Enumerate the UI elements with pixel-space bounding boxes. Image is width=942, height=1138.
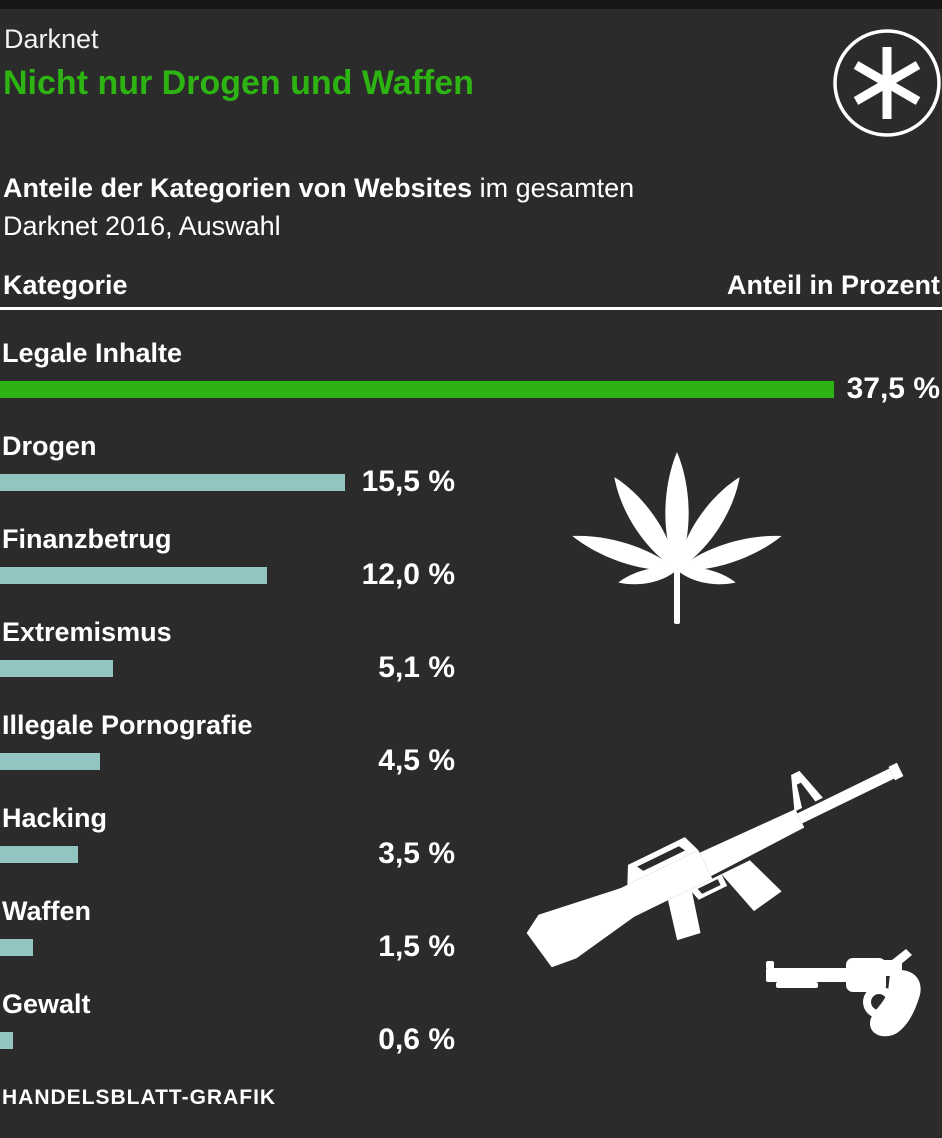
category-bar xyxy=(0,846,78,863)
category-bar xyxy=(0,381,834,398)
bar-row: Illegale Pornografie 4,5 % xyxy=(0,710,942,803)
top-border-strip xyxy=(0,0,942,9)
category-bar xyxy=(0,567,267,584)
header-divider xyxy=(0,307,942,310)
rifle-icon xyxy=(526,762,904,968)
subtitle-rest: im gesamten xyxy=(472,173,635,203)
category-bar xyxy=(0,660,113,677)
category-label: Illegale Pornografie xyxy=(2,710,253,740)
page-title: Nicht nur Drogen und Waffen xyxy=(3,64,474,102)
value-label: 0,6 % xyxy=(378,1023,455,1056)
category-label: Waffen xyxy=(2,896,91,926)
category-bar xyxy=(0,753,100,770)
column-header-category: Kategorie xyxy=(3,270,128,300)
category-bar xyxy=(0,939,33,956)
category-label: Legale Inhalte xyxy=(2,338,183,368)
category-label: Extremismus xyxy=(2,617,172,647)
category-label: Hacking xyxy=(2,803,108,833)
bar-row: Gewalt 0,6 % xyxy=(0,989,942,1082)
table-header: Kategorie Anteil in Prozent xyxy=(0,270,942,304)
bar-row: Finanzbetrug 12,0 % xyxy=(0,524,942,617)
bar-chart-rows: Legale Inhalte 37,5 % Drogen 15,5 % Finanzbe… xyxy=(0,338,942,1082)
source-credit: HANDELSBLATT-GRAFIK xyxy=(2,1086,277,1109)
category-bar xyxy=(0,1032,13,1049)
bar-row: Hacking 3,5 % xyxy=(0,803,942,896)
value-label: 37,5 % xyxy=(846,372,940,405)
value-label: 4,5 % xyxy=(378,744,455,777)
cannabis-leaf-icon xyxy=(572,452,782,624)
value-label: 1,5 % xyxy=(378,930,455,963)
bar-row: Waffen 1,5 % xyxy=(0,896,942,989)
bar-row: Extremismus 5,1 % xyxy=(0,617,942,710)
category-label: Finanzbetrug xyxy=(2,524,172,554)
value-label: 12,0 % xyxy=(361,558,455,591)
subtitle-line2: Darknet 2016, Auswahl xyxy=(3,211,281,241)
kicker-label: Darknet xyxy=(4,24,99,54)
bar-row: Drogen 15,5 % xyxy=(0,431,942,524)
value-label: 3,5 % xyxy=(378,837,455,870)
value-label: 5,1 % xyxy=(378,651,455,684)
value-label: 15,5 % xyxy=(361,465,455,498)
bar-row: Legale Inhalte 37,5 % xyxy=(0,338,942,431)
category-label: Drogen xyxy=(2,431,97,461)
chart-subtitle: Anteile der Kategorien von Websites im g… xyxy=(3,169,863,245)
category-label: Gewalt xyxy=(2,989,91,1019)
column-header-percent: Anteil in Prozent xyxy=(726,270,940,300)
subtitle-bold: Anteile der Kategorien von Websites xyxy=(3,173,473,203)
revolver-icon xyxy=(766,949,921,1037)
asterisk-icon xyxy=(833,29,941,137)
category-bar xyxy=(0,474,345,491)
